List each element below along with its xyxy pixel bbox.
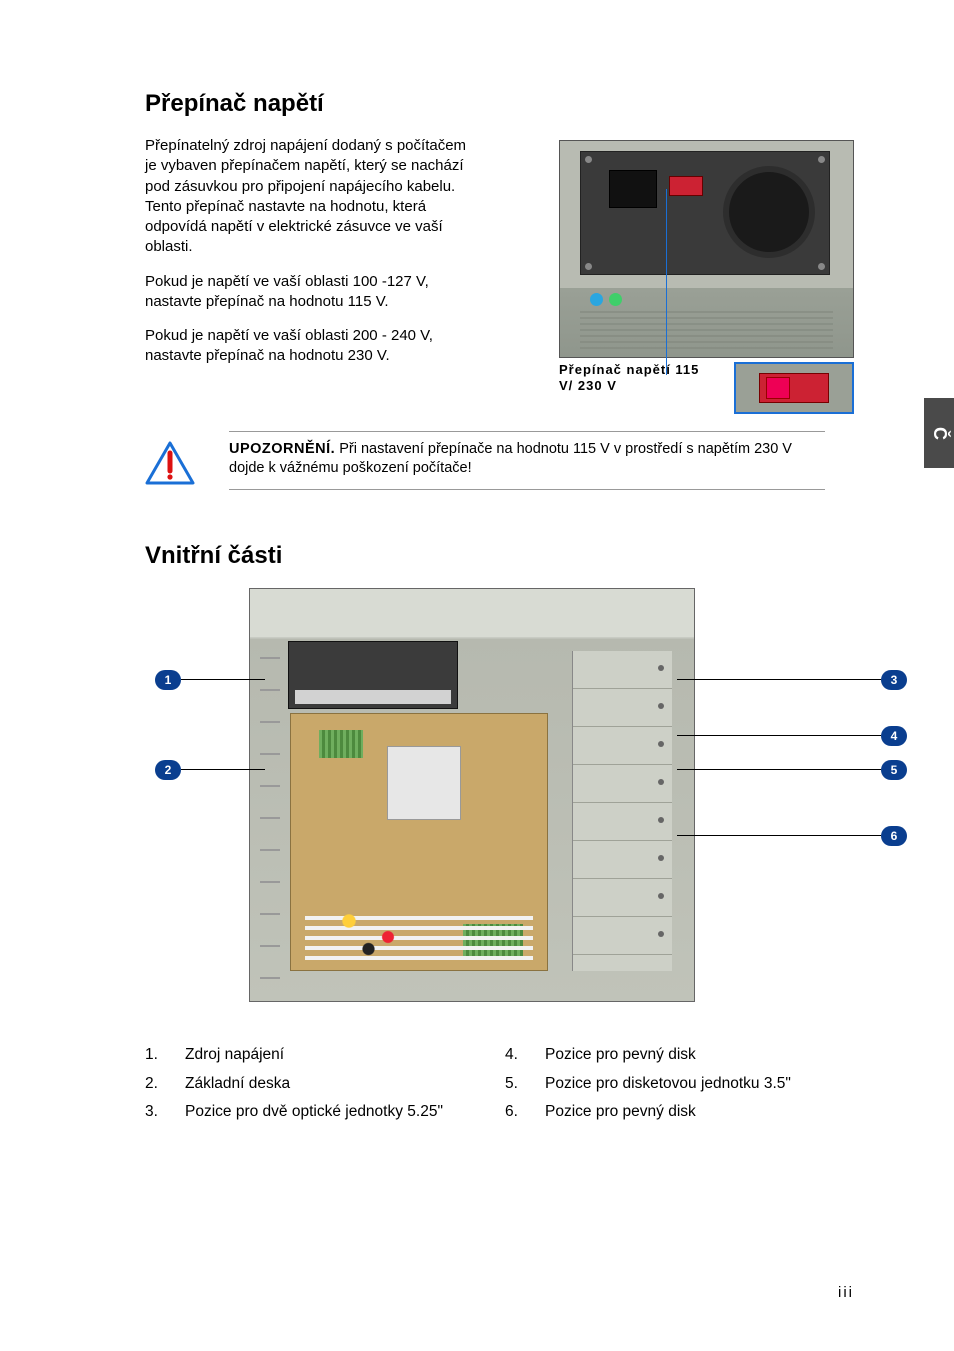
internal-figure: 12 3456 bbox=[145, 588, 835, 1023]
callout-line-icon bbox=[677, 769, 881, 770]
bay-slot bbox=[573, 765, 672, 803]
heatsink-icon bbox=[319, 730, 363, 758]
screw-icon bbox=[658, 817, 664, 823]
list-item-number: 4. bbox=[505, 1045, 545, 1066]
screw-icon bbox=[585, 263, 592, 270]
psu-leds bbox=[590, 293, 630, 309]
callout: 1 bbox=[155, 670, 265, 690]
list-item-label: Zdroj napájení bbox=[185, 1045, 284, 1066]
switch-knob-icon bbox=[766, 377, 790, 399]
bay-slot bbox=[573, 841, 672, 879]
psu-figure: Přepínač napětí 115 V/ 230 V bbox=[559, 140, 854, 358]
screw-icon bbox=[585, 156, 592, 163]
cables-icon bbox=[310, 889, 440, 969]
vent-icon bbox=[260, 651, 280, 979]
list-item-label: Pozice pro pevný disk bbox=[545, 1045, 696, 1066]
list-item: 2.Základní deska bbox=[145, 1074, 445, 1095]
list-item-label: Pozice pro pevný disk bbox=[545, 1102, 696, 1123]
bay-slot bbox=[573, 879, 672, 917]
bay-slot bbox=[573, 689, 672, 727]
section1-para3: Pokud je napětí ve vaší oblasti 200 - 24… bbox=[145, 326, 475, 367]
warning-block: UPOZORNĚNÍ. Při nastavení přepínače na h… bbox=[145, 431, 825, 490]
callout: 4 bbox=[677, 726, 907, 746]
page-number: iii bbox=[838, 1284, 854, 1301]
callout-line-icon bbox=[181, 769, 265, 770]
list-item-number: 3. bbox=[145, 1102, 185, 1123]
callout-line-icon bbox=[677, 679, 881, 680]
led-icon bbox=[609, 293, 622, 306]
callout: 3 bbox=[677, 670, 907, 690]
list-item-number: 1. bbox=[145, 1045, 185, 1066]
list-item-number: 5. bbox=[505, 1074, 545, 1095]
callout-badge: 4 bbox=[881, 726, 907, 746]
list-item-label: Pozice pro disketovou jednotku 3.5" bbox=[545, 1074, 791, 1095]
section-internal-parts: Vnitřní části bbox=[145, 542, 854, 1132]
callout-line-icon bbox=[666, 189, 667, 375]
screw-icon bbox=[658, 741, 664, 747]
voltage-switch-icon bbox=[669, 176, 703, 196]
screw-icon bbox=[658, 665, 664, 671]
section1-para1: Přepínatelný zdroj napájení dodaný s poč… bbox=[145, 136, 475, 258]
callout: 6 bbox=[677, 826, 907, 846]
warning-text: UPOZORNĚNÍ. Při nastavení přepínače na h… bbox=[229, 431, 825, 490]
callout-line-icon bbox=[677, 835, 881, 836]
page-content: Přepínač napětí Přepínatelný zdroj napáj… bbox=[0, 0, 954, 1131]
section-voltage-switch: Přepínač napětí Přepínatelný zdroj napáj… bbox=[145, 90, 854, 490]
psu-internal-icon bbox=[288, 641, 458, 709]
parts-list-left: 1.Zdroj napájení2.Základní deska3.Pozice… bbox=[145, 1045, 445, 1132]
switch-zoom-inner bbox=[759, 373, 829, 403]
power-socket-icon bbox=[609, 170, 657, 208]
callout: 2 bbox=[155, 760, 265, 780]
bay-slot bbox=[573, 727, 672, 765]
callout-badge: 5 bbox=[881, 760, 907, 780]
screw-icon bbox=[818, 263, 825, 270]
section2-heading: Vnitřní části bbox=[145, 542, 854, 570]
list-item: 5.Pozice pro disketovou jednotku 3.5" bbox=[505, 1074, 805, 1095]
psu-fan-icon bbox=[723, 166, 815, 258]
bay-slot bbox=[573, 803, 672, 841]
section1-para2: Pokud je napětí ve vaší oblasti 100 -127… bbox=[145, 272, 475, 313]
screw-icon bbox=[658, 893, 664, 899]
screw-icon bbox=[658, 703, 664, 709]
callout-line-icon bbox=[181, 679, 265, 680]
screw-icon bbox=[658, 779, 664, 785]
bay-slot bbox=[573, 651, 672, 689]
warning-icon bbox=[145, 441, 195, 485]
callout-badge: 3 bbox=[881, 670, 907, 690]
screw-icon bbox=[658, 855, 664, 861]
list-item: 1.Zdroj napájení bbox=[145, 1045, 445, 1066]
case-interior-image bbox=[249, 588, 695, 1002]
list-item-number: 6. bbox=[505, 1102, 545, 1123]
list-item-number: 2. bbox=[145, 1074, 185, 1095]
vent-icon bbox=[580, 309, 833, 349]
switch-zoom bbox=[734, 362, 854, 414]
callout-badge: 6 bbox=[881, 826, 907, 846]
parts-list-right: 4.Pozice pro pevný disk5.Pozice pro disk… bbox=[505, 1045, 805, 1132]
callout-badge: 2 bbox=[155, 760, 181, 780]
switch-caption: Přepínač napětí 115 V/ 230 V bbox=[559, 362, 709, 395]
psu-plate bbox=[580, 151, 830, 275]
parts-lists: 1.Zdroj napájení2.Základní deska3.Pozice… bbox=[145, 1045, 854, 1132]
callout-line-icon bbox=[677, 735, 881, 736]
list-item: 4.Pozice pro pevný disk bbox=[505, 1045, 805, 1066]
section1-text: Přepínatelný zdroj napájení dodaný s poč… bbox=[145, 136, 475, 367]
drive-bays bbox=[572, 651, 672, 971]
warning-label: UPOZORNĚNÍ. bbox=[229, 441, 335, 457]
case-top-panel bbox=[250, 589, 694, 637]
cpu-socket-icon bbox=[387, 746, 461, 820]
bay-slot bbox=[573, 917, 672, 955]
list-item-label: Pozice pro dvě optické jednotky 5.25" bbox=[185, 1102, 443, 1123]
screw-icon bbox=[658, 931, 664, 937]
led-icon bbox=[590, 293, 603, 306]
list-item: 6.Pozice pro pevný disk bbox=[505, 1102, 805, 1123]
list-item-label: Základní deska bbox=[185, 1074, 290, 1095]
psu-rear-image bbox=[559, 140, 854, 358]
callout: 5 bbox=[677, 760, 907, 780]
screw-icon bbox=[818, 156, 825, 163]
callout-badge: 1 bbox=[155, 670, 181, 690]
section1-heading: Přepínač napětí bbox=[145, 90, 854, 118]
list-item: 3.Pozice pro dvě optické jednotky 5.25" bbox=[145, 1102, 445, 1123]
